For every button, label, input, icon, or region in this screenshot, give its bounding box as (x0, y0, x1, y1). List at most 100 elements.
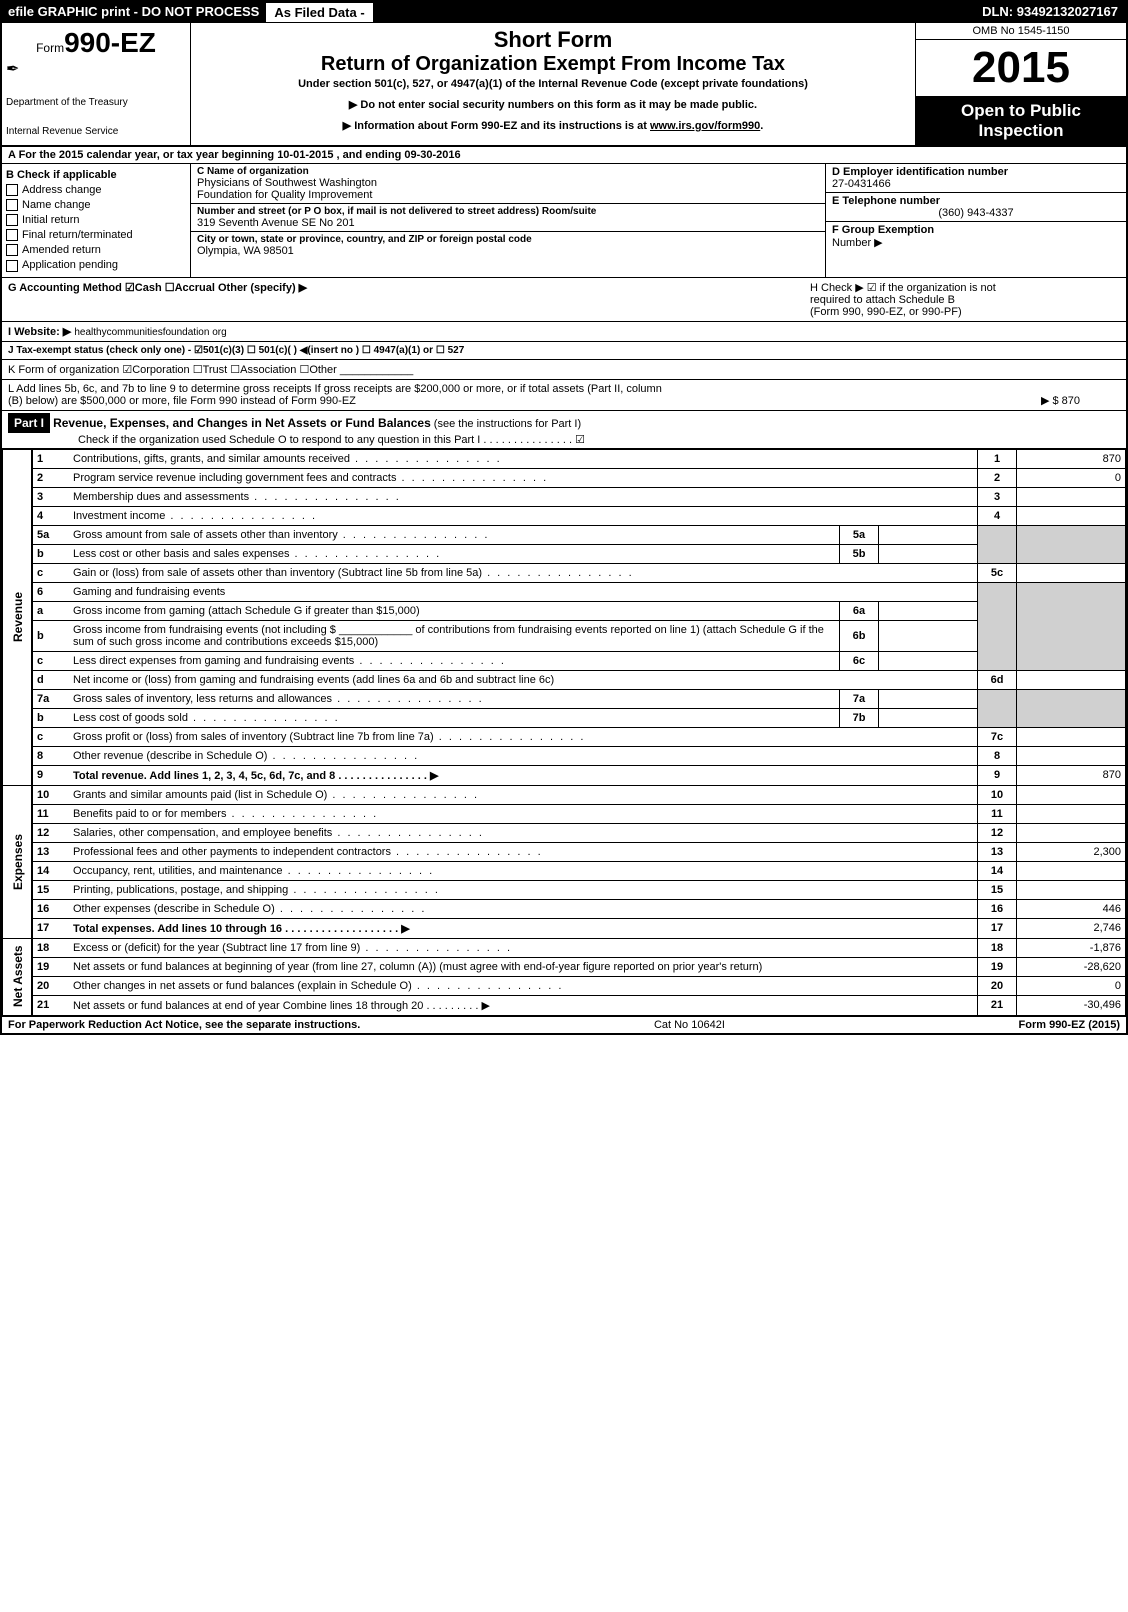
section-b: B Check if applicable Address change Nam… (2, 164, 191, 277)
l12-val (1017, 823, 1126, 842)
chk-final[interactable]: Final return/terminated (6, 229, 186, 241)
irs-link[interactable]: www.irs.gov/form990 (650, 120, 760, 132)
l15-val (1017, 880, 1126, 899)
part1-label: Part I (8, 413, 50, 433)
expenses-label: Expenses (3, 785, 33, 938)
l5ab-greybox (978, 525, 1017, 563)
note-1: ▶ Do not enter social security numbers o… (199, 98, 907, 111)
l17-val: 2,746 (1017, 918, 1126, 938)
l20-val: 0 (1017, 976, 1126, 995)
l7c-num: c (32, 727, 69, 746)
topbar-left: efile GRAPHIC print - DO NOT PROCESS (2, 2, 265, 23)
l7b-sub: 7b (840, 708, 879, 727)
l19-box: 19 (978, 957, 1017, 976)
l10-num: 10 (32, 785, 69, 804)
open-to-public: Open to Public Inspection (916, 97, 1126, 145)
section-b-title: B Check if applicable (6, 169, 186, 181)
l9-desc-text: Total revenue. Add lines 1, 2, 3, 4, 5c,… (73, 770, 335, 782)
revenue-label: Revenue (3, 449, 33, 785)
l6b-desc: Gross income from fundraising events (no… (69, 620, 840, 651)
l7a-num: 7a (32, 689, 69, 708)
l19-num: 19 (32, 957, 69, 976)
l1-desc: Contributions, gifts, grants, and simila… (69, 449, 978, 468)
chk-address[interactable]: Address change (6, 184, 186, 196)
chk-initial[interactable]: Initial return (6, 214, 186, 226)
l6-greybox (978, 582, 1017, 670)
group-exempt-cell: F Group Exemption Number ▶ (826, 222, 1126, 251)
org-name-cell: C Name of organization Physicians of Sou… (191, 164, 825, 204)
l7c-desc: Gross profit or (loss) from sales of inv… (69, 727, 978, 746)
form-title: Return of Organization Exempt From Incom… (199, 53, 907, 76)
l18-desc: Excess or (deficit) for the year (Subtra… (69, 938, 978, 957)
note2-post: . (760, 120, 763, 132)
chk-name-label: Name change (22, 199, 91, 211)
l10-box: 10 (978, 785, 1017, 804)
l5c-val (1017, 563, 1126, 582)
short-form: Short Form (199, 27, 907, 53)
l7c-val (1017, 727, 1126, 746)
chk-pending[interactable]: Application pending (6, 259, 186, 271)
l7a-sub: 7a (840, 689, 879, 708)
l6c-sub: 6c (840, 651, 879, 670)
l7a-desc: Gross sales of inventory, less returns a… (69, 689, 840, 708)
section-bcdef: B Check if applicable Address change Nam… (2, 164, 1126, 278)
l13-box: 13 (978, 842, 1017, 861)
l15-box: 15 (978, 880, 1017, 899)
l7c-box: 7c (978, 727, 1017, 746)
l9-box: 9 (978, 765, 1017, 785)
l20-num: 20 (32, 976, 69, 995)
l12-num: 12 (32, 823, 69, 842)
chk-name[interactable]: Name change (6, 199, 186, 211)
section-def: D Employer identification number 27-0431… (825, 164, 1126, 277)
phone-label: E Telephone number (832, 195, 1120, 207)
l5c-num: c (32, 563, 69, 582)
l11-box: 11 (978, 804, 1017, 823)
top-bar: efile GRAPHIC print - DO NOT PROCESS As … (2, 2, 1126, 23)
note-2: ▶ Information about Form 990-EZ and its … (199, 119, 907, 132)
l5a-num: 5a (32, 525, 69, 544)
l6d-box: 6d (978, 670, 1017, 689)
group-exempt-number: Number ▶ (832, 236, 1120, 249)
h-block: H Check ▶ ☑ if the organization is not r… (810, 281, 1120, 318)
l8-box: 8 (978, 746, 1017, 765)
l6c-num: c (32, 651, 69, 670)
l6a-subval (879, 601, 978, 620)
l9-val: 870 (1017, 765, 1126, 785)
open-line1: Open to Public (918, 101, 1124, 121)
l6a-num: a (32, 601, 69, 620)
l18-num: 18 (32, 938, 69, 957)
l21-desc: Net assets or fund balances at end of ye… (69, 995, 978, 1015)
header-row: Form990-EZ ✒ Department of the Treasury … (2, 23, 1126, 147)
form-prefix: Form (36, 41, 64, 55)
l20-desc: Other changes in net assets or fund bala… (69, 976, 978, 995)
l21-val: -30,496 (1017, 995, 1126, 1015)
l6d-desc: Net income or (loss) from gaming and fun… (69, 670, 978, 689)
street-cell: Number and street (or P O box, if mail i… (191, 204, 825, 232)
l1-num: 1 (32, 449, 69, 468)
meta-rows: G Accounting Method ☑Cash ☐Accrual Other… (2, 278, 1126, 411)
accounting-method: G Accounting Method ☑Cash ☐Accrual Other… (8, 281, 307, 318)
l-value: ▶ $ 870 (1041, 394, 1120, 407)
part1-check: Check if the organization used Schedule … (8, 433, 1120, 446)
l12-desc: Salaries, other compensation, and employ… (69, 823, 978, 842)
l16-val: 446 (1017, 899, 1126, 918)
l6a-desc: Gross income from gaming (attach Schedul… (69, 601, 840, 620)
chk-amended[interactable]: Amended return (6, 244, 186, 256)
l7b-subval (879, 708, 978, 727)
part1-table: Revenue 1 Contributions, gifts, grants, … (2, 449, 1126, 1016)
l6b-sub: 6b (840, 620, 879, 651)
l5b-desc: Less cost or other basis and sales expen… (69, 544, 840, 563)
l8-val (1017, 746, 1126, 765)
l6b-num: b (32, 620, 69, 651)
l17-desc: Total expenses. Add lines 10 through 16 … (69, 918, 978, 938)
footer-right: Form 990-EZ (2015) (1019, 1019, 1120, 1031)
l6a-sub: 6a (840, 601, 879, 620)
l4-box: 4 (978, 506, 1017, 525)
l5ab-greyval (1017, 525, 1126, 563)
h-line1: H Check ▶ ☑ if the organization is not (810, 281, 1120, 294)
l13-desc: Professional fees and other payments to … (69, 842, 978, 861)
l7-greyval (1017, 689, 1126, 727)
ein-cell: D Employer identification number 27-0431… (826, 164, 1126, 193)
l9-num: 9 (32, 765, 69, 785)
website-value: healthycommunitiesfoundation org (74, 327, 226, 338)
